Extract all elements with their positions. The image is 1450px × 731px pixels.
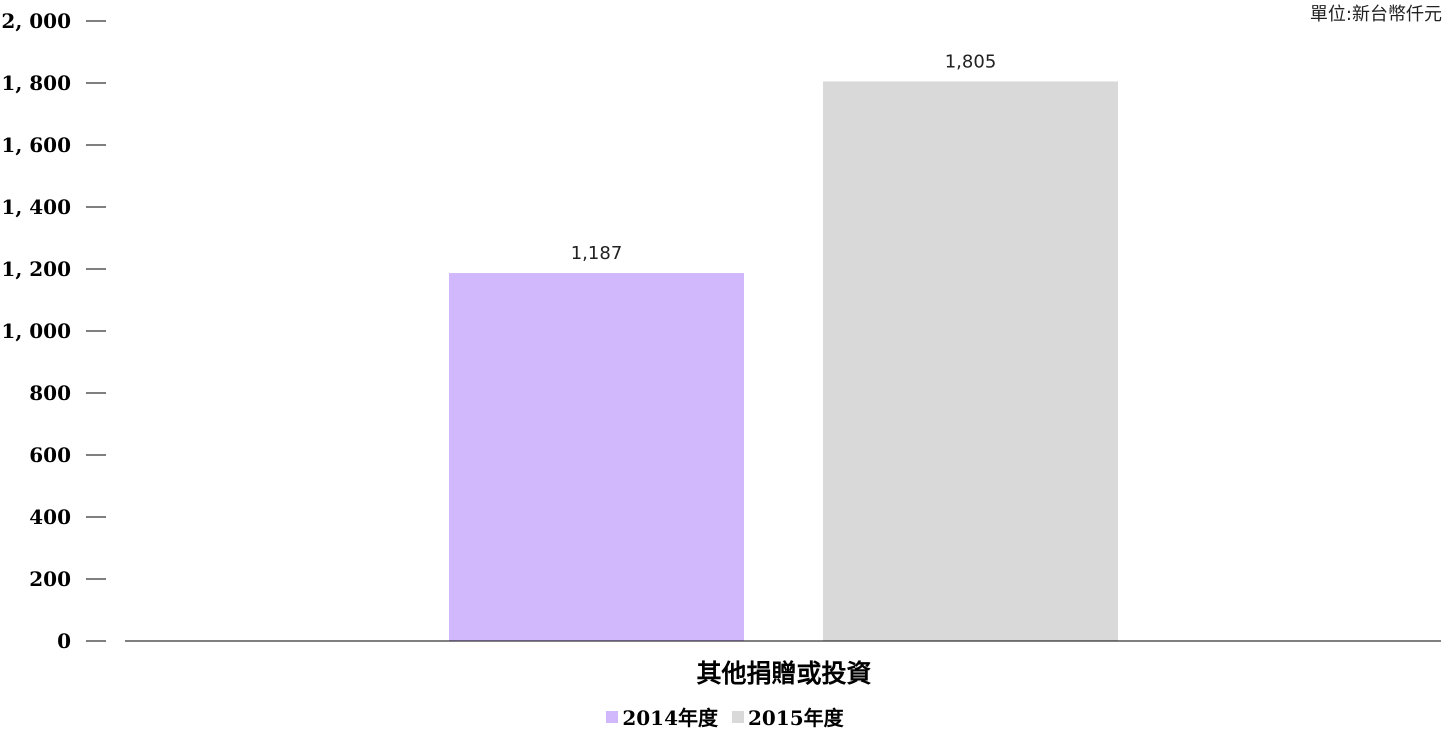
legend-label-2015: 2015年度 — [748, 706, 844, 730]
y-tick-label: 800 — [29, 381, 71, 405]
legend-item-2015: 2015年度 — [732, 702, 844, 731]
category-label: 其他捐贈或投資 — [696, 659, 871, 688]
y-tick-label: 400 — [29, 505, 71, 529]
data-labels: 1,187 1,805 — [571, 51, 997, 264]
y-axis: 0 200 400 600 800 1, 000 1, 200 1, 400 1, 600 1, … — [1, 9, 106, 653]
y-tick-label: 2, 000 — [1, 9, 71, 33]
unit-note: 單位:新台幣仟元 — [1309, 4, 1442, 25]
y-tick-label: 600 — [29, 443, 71, 467]
y-tick-label: 1, 400 — [1, 195, 71, 219]
y-tick-label: 1, 200 — [1, 257, 71, 281]
data-label-2014年度: 1,187 — [571, 243, 623, 264]
y-tick-label: 0 — [57, 629, 71, 653]
legend-label-2014: 2014年度 — [622, 706, 718, 730]
legend-item-2014: 2014年度 — [606, 702, 718, 731]
legend-swatch-2014 — [606, 710, 619, 723]
y-tick-label: 1, 000 — [1, 319, 71, 343]
y-tick-label: 200 — [29, 567, 71, 591]
bar-2015年度 — [823, 81, 1118, 641]
y-tick-label: 1, 800 — [1, 71, 71, 95]
data-label-2015年度: 1,805 — [945, 51, 997, 72]
legend: 2014年度 2015年度 — [0, 702, 1450, 731]
legend-swatch-2015 — [732, 710, 744, 723]
bar-2014年度 — [449, 273, 744, 641]
bars — [449, 81, 1118, 641]
y-tick-label: 1, 600 — [1, 133, 71, 157]
